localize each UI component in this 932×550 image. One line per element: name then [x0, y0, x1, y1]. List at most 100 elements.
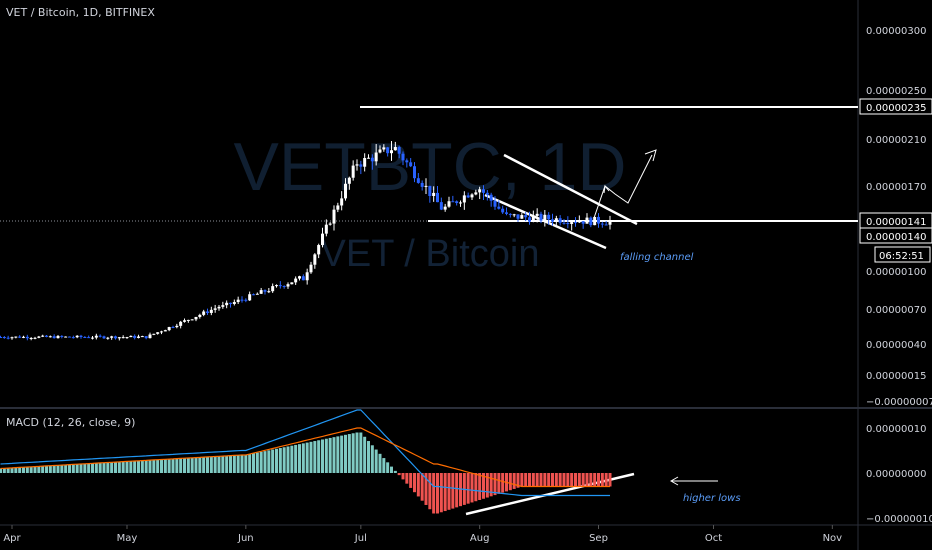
candle-body[interactable]	[355, 164, 359, 166]
candle-body[interactable]	[589, 217, 593, 226]
candle-body[interactable]	[382, 147, 386, 150]
candle-body[interactable]	[459, 202, 462, 204]
candle-body[interactable]	[570, 222, 574, 224]
candle-body[interactable]	[516, 214, 520, 219]
candle-body[interactable]	[232, 302, 236, 304]
candle-body[interactable]	[25, 336, 29, 339]
candle-body[interactable]	[405, 160, 409, 163]
candle-body[interactable]	[106, 337, 110, 339]
candle-body[interactable]	[428, 185, 432, 197]
candle-body[interactable]	[585, 217, 589, 224]
candle-body[interactable]	[110, 336, 114, 338]
candle-body[interactable]	[424, 185, 428, 187]
candle-body[interactable]	[45, 335, 48, 337]
candle-body[interactable]	[340, 198, 344, 206]
candle-body[interactable]	[600, 223, 604, 225]
candle-body[interactable]	[252, 294, 255, 296]
candle-body[interactable]	[48, 336, 52, 338]
candle-body[interactable]	[401, 153, 405, 161]
candle-body[interactable]	[451, 201, 455, 203]
candle-body[interactable]	[489, 194, 493, 201]
candle-body[interactable]	[390, 150, 393, 154]
candle-body[interactable]	[301, 276, 305, 281]
candle-body[interactable]	[202, 311, 206, 315]
candle-body[interactable]	[351, 165, 355, 178]
candle-body[interactable]	[493, 200, 497, 207]
candle-body[interactable]	[447, 201, 451, 207]
candle-body[interactable]	[298, 276, 301, 279]
candle-body[interactable]	[221, 305, 225, 307]
candle-body[interactable]	[558, 218, 562, 223]
candle-body[interactable]	[482, 189, 485, 193]
candle-body[interactable]	[581, 221, 585, 224]
candle-body[interactable]	[535, 213, 539, 216]
candle-body[interactable]	[577, 221, 581, 223]
candle-body[interactable]	[209, 309, 213, 313]
candle-body[interactable]	[501, 208, 505, 213]
candle-body[interactable]	[0, 337, 2, 338]
candle-body[interactable]	[520, 215, 524, 219]
candle-body[interactable]	[336, 205, 340, 210]
candle-body[interactable]	[52, 336, 56, 339]
projection-path[interactable]	[593, 154, 653, 219]
candle-body[interactable]	[263, 290, 267, 292]
candle-body[interactable]	[294, 278, 298, 283]
candle-body[interactable]	[574, 222, 577, 224]
candle-body[interactable]	[240, 299, 244, 301]
candle-body[interactable]	[37, 336, 41, 338]
candle-body[interactable]	[363, 158, 367, 167]
candle-body[interactable]	[71, 337, 75, 339]
candle-body[interactable]	[225, 302, 229, 306]
candle-body[interactable]	[474, 192, 478, 195]
candle-body[interactable]	[248, 294, 252, 301]
candle-body[interactable]	[152, 333, 156, 335]
candle-body[interactable]	[125, 337, 129, 339]
candle-body[interactable]	[60, 335, 64, 337]
candle-body[interactable]	[290, 282, 294, 285]
candle-body[interactable]	[547, 214, 551, 220]
candle-body[interactable]	[259, 290, 263, 294]
candle-body[interactable]	[114, 336, 117, 339]
channel-lower-line[interactable]	[484, 193, 607, 250]
candle-body[interactable]	[562, 222, 566, 224]
candle-body[interactable]	[566, 222, 570, 224]
candle-body[interactable]	[505, 212, 508, 214]
candle-body[interactable]	[79, 335, 83, 338]
candle-body[interactable]	[409, 162, 413, 167]
candle-body[interactable]	[416, 178, 420, 183]
candle-body[interactable]	[309, 264, 313, 273]
candle-body[interactable]	[397, 147, 401, 154]
candle-body[interactable]	[608, 220, 612, 225]
candle-body[interactable]	[370, 157, 374, 162]
candle-body[interactable]	[140, 336, 144, 338]
candle-body[interactable]	[413, 166, 416, 179]
candle-body[interactable]	[432, 192, 436, 197]
candle-body[interactable]	[41, 335, 45, 337]
candle-body[interactable]	[317, 245, 321, 255]
candle-body[interactable]	[18, 336, 22, 338]
candle-body[interactable]	[194, 316, 198, 320]
candle-body[interactable]	[462, 195, 466, 203]
candle-body[interactable]	[6, 337, 10, 339]
candle-body[interactable]	[497, 206, 501, 209]
candle-body[interactable]	[171, 327, 175, 329]
candle-body[interactable]	[344, 183, 347, 199]
candle-body[interactable]	[378, 149, 382, 153]
candle-body[interactable]	[271, 286, 275, 292]
candle-body[interactable]	[528, 217, 531, 222]
candle-body[interactable]	[278, 285, 282, 287]
candle-body[interactable]	[83, 337, 87, 339]
candle-body[interactable]	[321, 233, 324, 246]
candle-body[interactable]	[10, 337, 14, 339]
candle-body[interactable]	[68, 336, 71, 338]
candle-body[interactable]	[539, 213, 543, 221]
candle-body[interactable]	[94, 335, 98, 338]
candle-body[interactable]	[183, 320, 186, 322]
candle-body[interactable]	[420, 182, 424, 187]
candle-body[interactable]	[359, 164, 363, 167]
candle-body[interactable]	[551, 219, 554, 222]
candle-body[interactable]	[179, 321, 183, 326]
candle-body[interactable]	[206, 311, 209, 313]
candle-body[interactable]	[14, 336, 18, 338]
candle-body[interactable]	[531, 215, 535, 222]
